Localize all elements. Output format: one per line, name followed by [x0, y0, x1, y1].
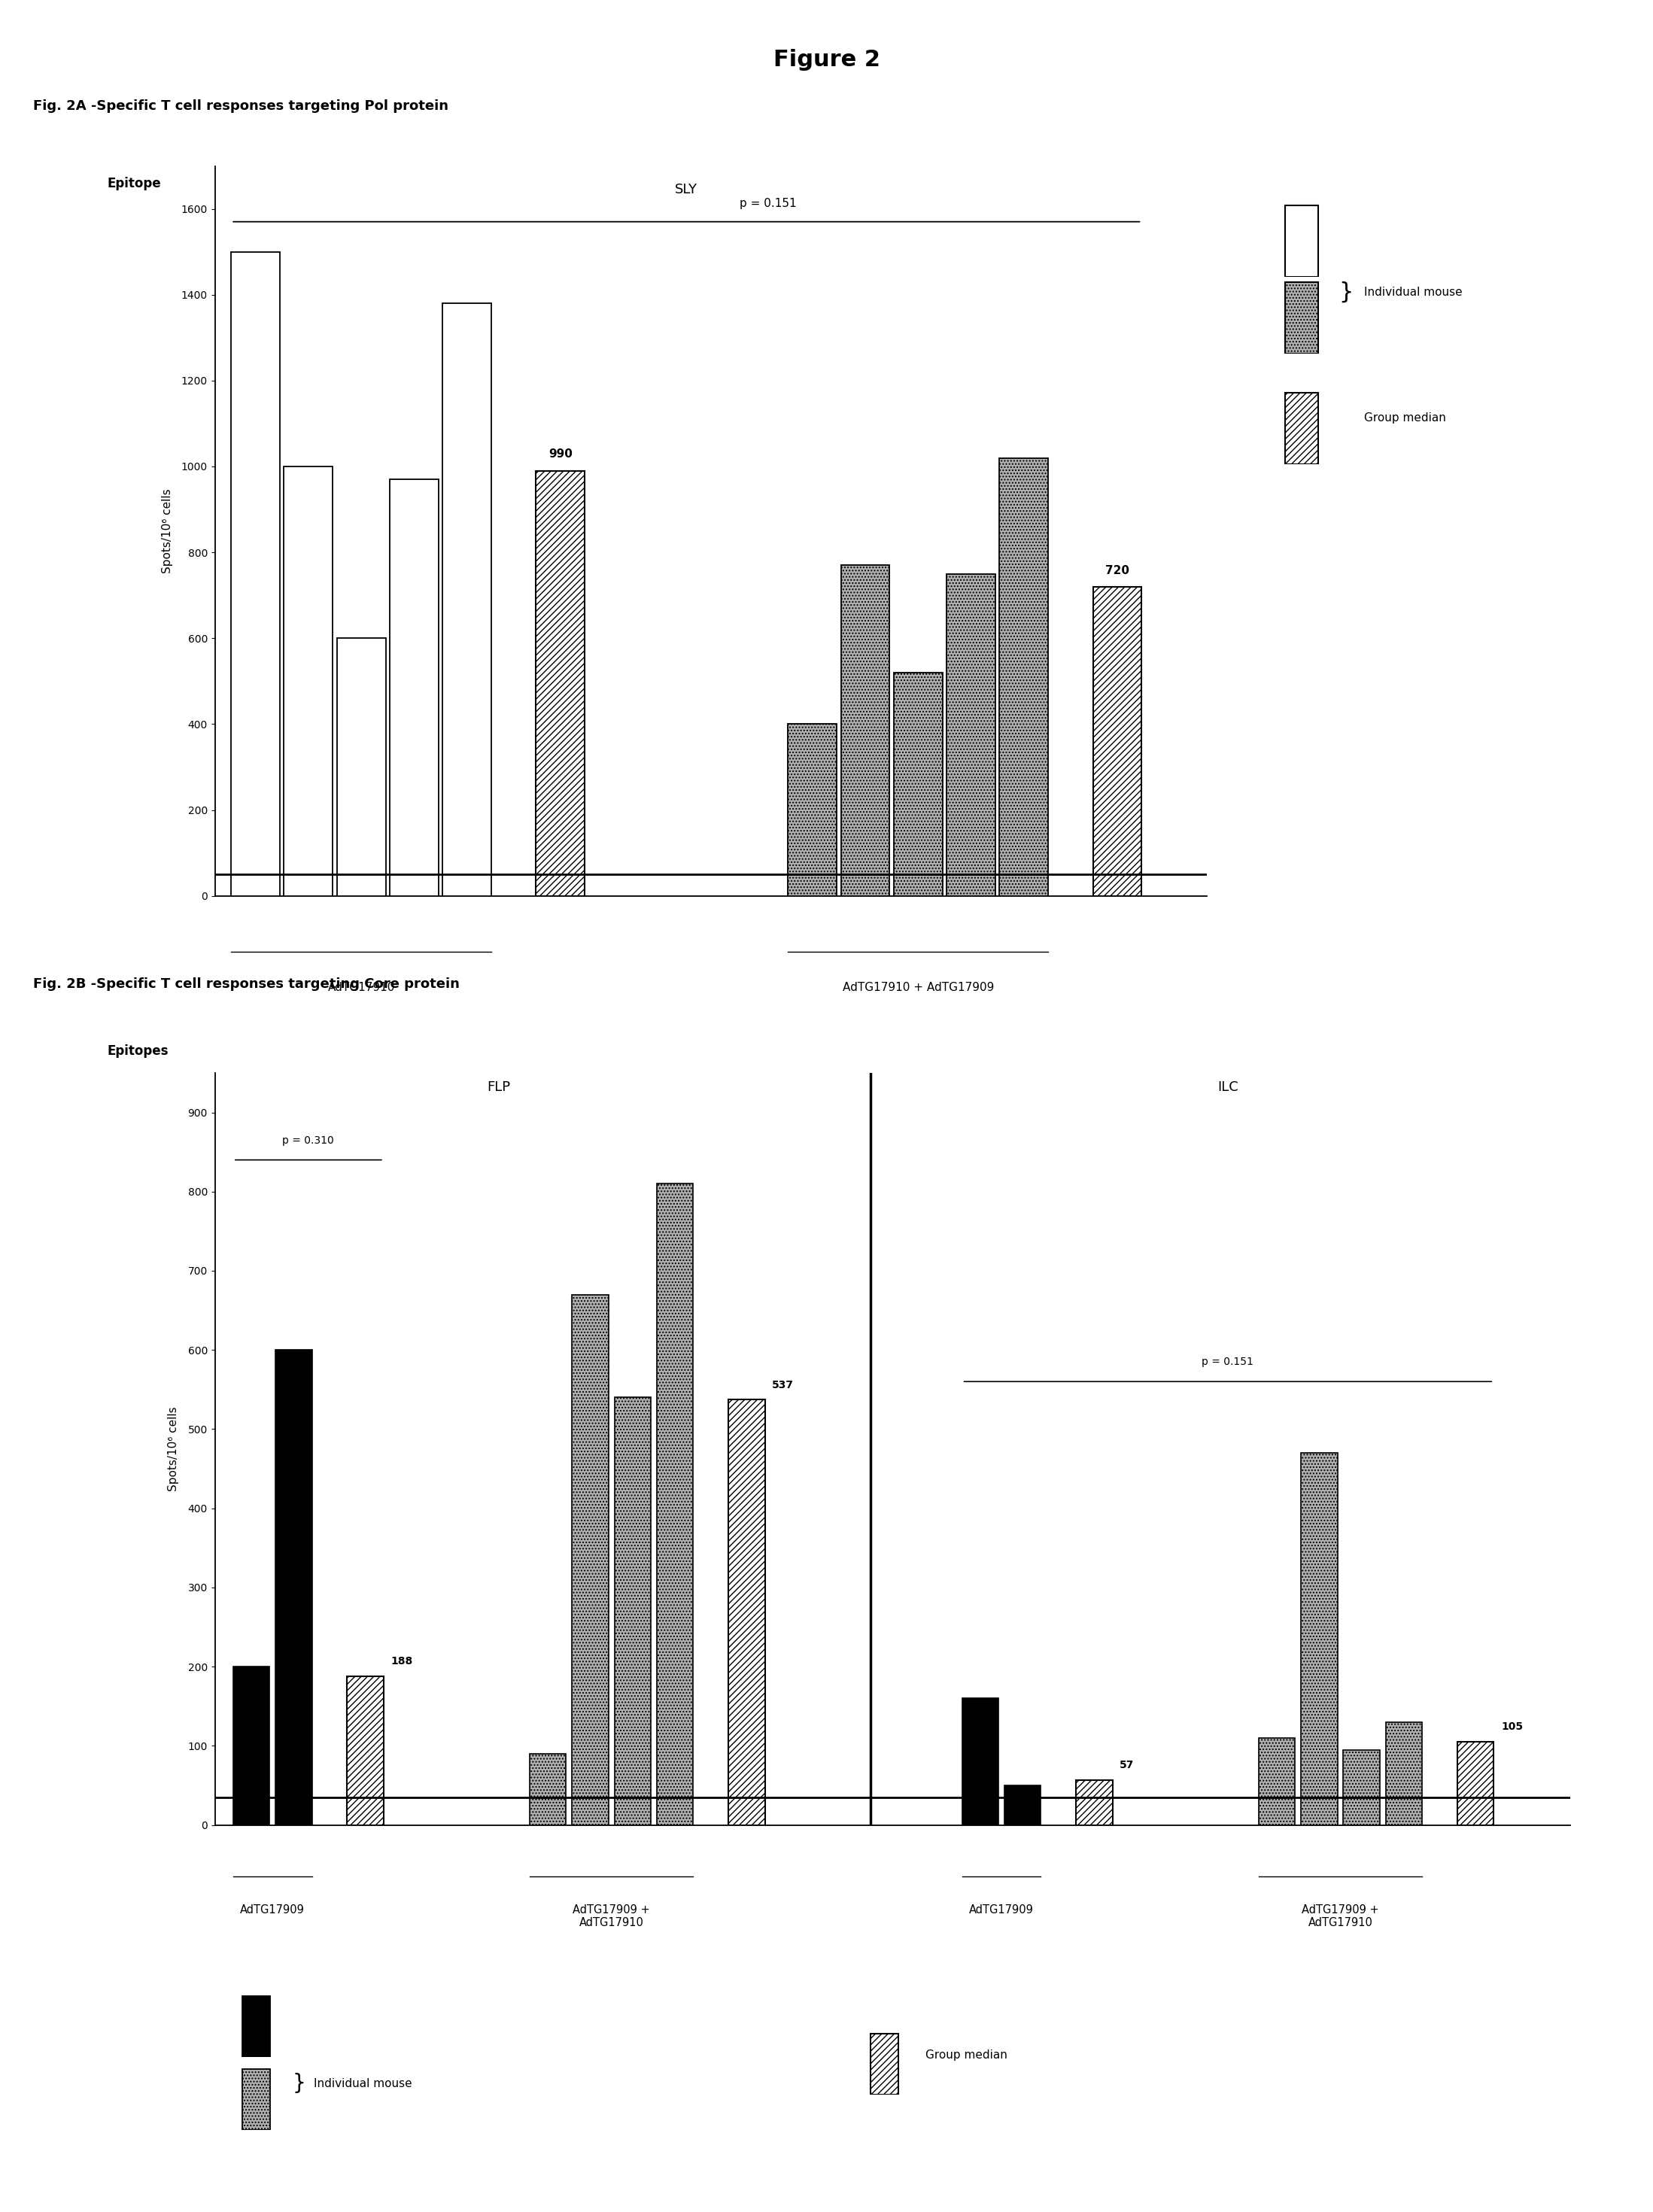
Text: p = 0.151: p = 0.151 — [739, 197, 797, 208]
Text: 990: 990 — [549, 449, 572, 460]
Text: AdTG17909: AdTG17909 — [240, 1905, 304, 1916]
Bar — [1286, 394, 1319, 465]
Bar — [284, 467, 332, 896]
Text: Fig. 2B -Specific T cell responses targeting Core protein: Fig. 2B -Specific T cell responses targe… — [33, 978, 460, 991]
Bar — [241, 1995, 271, 2057]
Bar — [231, 252, 279, 896]
Text: }: } — [293, 2073, 306, 2095]
Bar — [1301, 1453, 1337, 1825]
Text: Individual mouse: Individual mouse — [1364, 285, 1461, 299]
Text: AdTG17909: AdTG17909 — [969, 1905, 1033, 1916]
Bar — [1286, 206, 1319, 276]
Text: 720: 720 — [1106, 564, 1129, 575]
Bar — [1005, 1785, 1041, 1825]
Bar — [233, 1666, 269, 1825]
Bar — [1385, 1721, 1422, 1825]
Text: Epitopes: Epitopes — [107, 1044, 169, 1057]
Bar — [1000, 458, 1048, 896]
Bar — [1344, 1750, 1380, 1825]
Bar — [241, 2068, 271, 2130]
Text: SLY: SLY — [674, 184, 698, 197]
Text: ILC: ILC — [1217, 1082, 1238, 1095]
Bar — [536, 471, 585, 896]
Bar — [947, 573, 995, 896]
Y-axis label: Spots/10⁶ cells: Spots/10⁶ cells — [169, 1407, 180, 1491]
Bar — [1093, 586, 1142, 896]
Bar — [894, 672, 942, 896]
Bar — [729, 1400, 765, 1825]
Bar — [1458, 1741, 1494, 1825]
Text: 57: 57 — [1119, 1761, 1134, 1770]
Text: Group median: Group median — [1364, 411, 1446, 425]
Bar — [841, 566, 889, 896]
Text: p = 0.151: p = 0.151 — [1202, 1356, 1253, 1367]
Bar — [337, 639, 385, 896]
Bar — [869, 2033, 899, 2095]
Text: AdTG17910: AdTG17910 — [327, 982, 395, 993]
Text: Fig. 2A -Specific T cell responses targeting Pol protein: Fig. 2A -Specific T cell responses targe… — [33, 100, 448, 113]
Text: AdTG17909 +
AdTG17910: AdTG17909 + AdTG17910 — [574, 1905, 650, 1929]
Text: }: } — [1339, 281, 1354, 303]
Bar — [276, 1349, 312, 1825]
Bar — [1286, 283, 1319, 354]
Bar — [347, 1677, 383, 1825]
Text: 188: 188 — [390, 1657, 413, 1666]
Text: 537: 537 — [772, 1380, 793, 1391]
Text: Group median: Group median — [926, 2048, 1008, 2062]
Bar — [390, 480, 438, 896]
Text: Individual mouse: Individual mouse — [314, 2077, 412, 2090]
Text: p = 0.310: p = 0.310 — [283, 1135, 334, 1146]
Bar — [443, 303, 491, 896]
Bar — [788, 723, 836, 896]
Bar — [962, 1699, 998, 1825]
Text: 105: 105 — [1501, 1721, 1522, 1732]
Text: AdTG17909 +
AdTG17910: AdTG17909 + AdTG17910 — [1301, 1905, 1379, 1929]
Bar — [656, 1183, 693, 1825]
Text: Figure 2: Figure 2 — [774, 49, 879, 71]
Y-axis label: Spots/10⁶ cells: Spots/10⁶ cells — [162, 489, 172, 573]
Bar — [1258, 1739, 1294, 1825]
Bar — [615, 1398, 651, 1825]
Bar — [529, 1754, 567, 1825]
Bar — [572, 1294, 608, 1825]
Text: AdTG17910 + AdTG17909: AdTG17910 + AdTG17909 — [843, 982, 993, 993]
Bar — [1076, 1781, 1112, 1825]
Text: Epitope: Epitope — [107, 177, 162, 190]
Text: FLP: FLP — [488, 1082, 511, 1095]
